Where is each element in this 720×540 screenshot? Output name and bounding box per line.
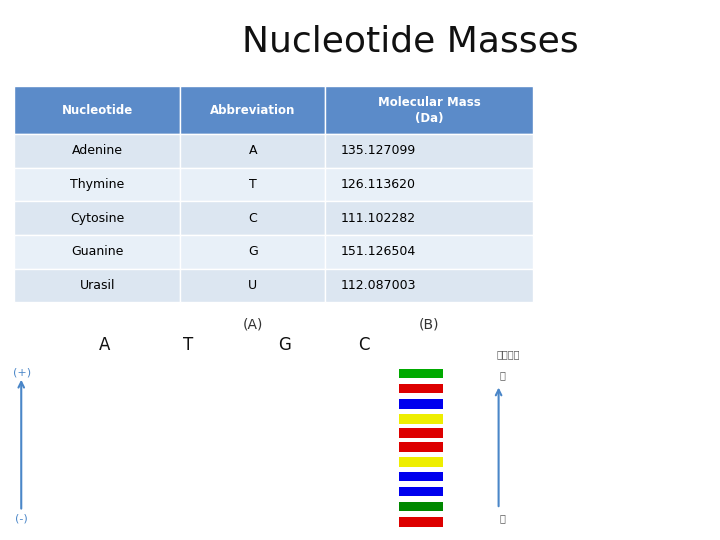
- Text: Molecular Mass
(Da): Molecular Mass (Da): [378, 96, 480, 125]
- Bar: [399, 428, 443, 438]
- Bar: [399, 414, 443, 423]
- Bar: [14, 134, 180, 167]
- Text: (A): (A): [243, 317, 263, 331]
- Text: A: A: [248, 144, 257, 157]
- Bar: [158, 392, 219, 399]
- Text: 大: 大: [500, 514, 505, 523]
- Bar: [254, 408, 315, 416]
- Bar: [399, 384, 443, 394]
- Text: C: C: [248, 212, 257, 225]
- Text: T: T: [249, 178, 257, 191]
- Text: Nucleotide Masses: Nucleotide Masses: [242, 25, 579, 58]
- Bar: [325, 167, 533, 201]
- Bar: [399, 399, 443, 408]
- Text: 111.102282: 111.102282: [341, 212, 416, 225]
- Bar: [158, 435, 219, 443]
- Bar: [14, 269, 180, 302]
- Bar: [325, 134, 533, 167]
- Text: Thymine: Thymine: [71, 178, 125, 191]
- Bar: [180, 167, 325, 201]
- Bar: [399, 487, 443, 496]
- Bar: [399, 471, 443, 481]
- Text: Adenine: Adenine: [72, 144, 123, 157]
- Text: 小: 小: [500, 370, 505, 380]
- Bar: [180, 86, 325, 134]
- Text: 片断大小: 片断大小: [497, 349, 521, 359]
- Bar: [180, 235, 325, 269]
- Bar: [325, 235, 533, 269]
- Text: Guanine: Guanine: [71, 245, 124, 258]
- Text: 151.126504: 151.126504: [341, 245, 416, 258]
- Bar: [180, 134, 325, 167]
- Bar: [158, 425, 219, 433]
- Text: (B): (B): [419, 317, 439, 331]
- Bar: [325, 201, 533, 235]
- Bar: [74, 371, 135, 379]
- Text: G: G: [248, 245, 258, 258]
- Text: G: G: [279, 336, 291, 354]
- Text: (-): (-): [15, 514, 28, 524]
- Bar: [254, 455, 315, 463]
- Bar: [325, 269, 533, 302]
- Text: Abbreviation: Abbreviation: [210, 104, 295, 117]
- Text: T: T: [183, 336, 193, 354]
- Bar: [14, 86, 180, 134]
- Text: Urasil: Urasil: [80, 279, 115, 292]
- Text: C: C: [358, 336, 369, 354]
- Text: Cytosine: Cytosine: [71, 212, 125, 225]
- Bar: [180, 269, 325, 302]
- Bar: [254, 480, 315, 488]
- Text: 135.127099: 135.127099: [341, 144, 416, 157]
- Bar: [333, 462, 395, 470]
- Bar: [399, 517, 443, 526]
- Bar: [14, 235, 180, 269]
- Bar: [180, 201, 325, 235]
- Bar: [254, 467, 315, 475]
- Text: 126.113620: 126.113620: [341, 178, 416, 191]
- Bar: [399, 369, 443, 379]
- Text: A: A: [99, 336, 110, 354]
- Bar: [333, 435, 395, 443]
- Bar: [74, 505, 135, 513]
- Text: (+): (+): [12, 367, 31, 377]
- Bar: [399, 457, 443, 467]
- Bar: [158, 507, 219, 515]
- Bar: [325, 86, 533, 134]
- Bar: [399, 442, 443, 452]
- Bar: [399, 502, 443, 511]
- Text: 112.087003: 112.087003: [341, 279, 416, 292]
- Text: U: U: [248, 279, 258, 292]
- Bar: [14, 167, 180, 201]
- Bar: [14, 201, 180, 235]
- Text: Nucleotide: Nucleotide: [62, 104, 133, 117]
